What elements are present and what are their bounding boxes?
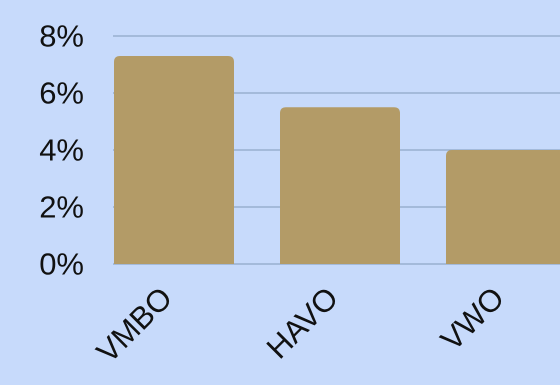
- x-category-label: HAVO: [260, 280, 345, 365]
- bar-havo: [280, 107, 400, 264]
- x-category-label: VMBO: [90, 280, 179, 369]
- y-tick-label: 0%: [39, 247, 84, 282]
- x-category-label: VWO: [434, 280, 511, 357]
- bar-vwo: [446, 150, 560, 264]
- bar-vmbo: [114, 55, 234, 265]
- x-axis-category-labels: VMBO HAVO VWO: [90, 280, 511, 369]
- y-tick-label: 8%: [39, 19, 84, 54]
- y-tick-label: 2%: [39, 190, 84, 225]
- y-axis-tick-labels: 0% 2% 4% 6% 8%: [39, 19, 84, 282]
- y-tick-label: 4%: [39, 133, 84, 168]
- bars: [114, 55, 560, 265]
- y-tick-label: 6%: [39, 76, 84, 111]
